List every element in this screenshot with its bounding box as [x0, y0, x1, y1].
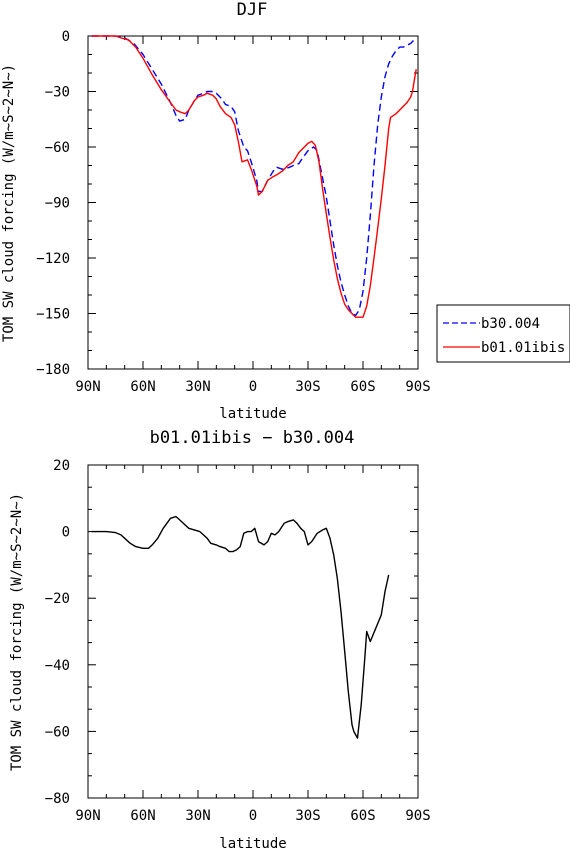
x-tick-label: 90S	[405, 379, 430, 395]
legend-label-b01-01ibis: b01.01ibis	[481, 340, 565, 356]
series-line-difference	[91, 515, 390, 739]
x-tick-label: 30N	[185, 808, 210, 824]
x-tick-label: 90S	[405, 808, 430, 824]
series-lines-bottom	[91, 515, 390, 739]
y-tick-label: −80	[45, 791, 70, 807]
y-tick-label: 0	[62, 525, 70, 541]
y-tick-label: −40	[45, 658, 70, 674]
chart-difference: b01.01ibis − b30.004 90N 60N 30N 0 30S 60S 90S…	[9, 428, 431, 851]
x-axis-label-top: latitude	[219, 406, 286, 422]
y-tick-label: −20	[45, 591, 70, 607]
y-tick-label: 0	[62, 29, 70, 45]
x-tick-label: 30S	[295, 808, 320, 824]
y-tick-label: −30	[45, 85, 70, 101]
y-tick-label: −90	[45, 196, 70, 212]
x-tick-label: 60N	[130, 379, 155, 395]
y-tick-label: −150	[36, 307, 70, 323]
series-line-b01-01ibis	[91, 35, 417, 318]
x-tick-label: 30N	[185, 379, 210, 395]
x-tick-label: 90N	[75, 379, 100, 395]
x-axis-label-bottom: latitude	[219, 836, 286, 851]
x-tick-label: 60S	[350, 808, 375, 824]
x-tick-label: 0	[249, 808, 257, 824]
y-tick-label: −60	[45, 724, 70, 740]
y-tick-label: −180	[36, 362, 70, 378]
x-tick-label: 0	[249, 379, 257, 395]
legend: b30.004 b01.01ibis	[436, 304, 570, 363]
y-axis-label-top: TOM SW cloud forcing (W/m~S~2~N~)	[1, 64, 17, 342]
plot-frame-bottom	[87, 464, 419, 799]
y-tick-label: 20	[53, 458, 70, 474]
chart-djf: DJF 90N 60N 30N 0 30S 60S 90S 0 −30 −60 −90 −120 −15…	[1, 0, 570, 422]
axis-ticks-top: 90N 60N 30N 0 30S 60S 90S 0 −30 −60 −90 −120 −150 −18…	[36, 29, 430, 395]
x-tick-label: 90N	[75, 808, 100, 824]
legend-label-b30-004: b30.004	[481, 316, 540, 332]
axis-ticks-bottom: 90N 60N 30N 0 30S 60S 90S 20 0 −20 −40 −60 −80	[45, 458, 431, 824]
legend-box	[436, 304, 570, 363]
y-tick-label: −120	[36, 251, 70, 267]
y-axis-label-bottom: TOM SW cloud forcing (W/m~S~2~N~)	[9, 493, 25, 771]
y-tick-label: −60	[45, 140, 70, 156]
plot-frame-top	[87, 35, 419, 370]
x-tick-label: 60S	[350, 379, 375, 395]
series-lines-top	[91, 35, 417, 318]
x-tick-label: 60N	[130, 808, 155, 824]
chart-title-difference: b01.01ibis − b30.004	[150, 428, 355, 448]
x-tick-label: 30S	[295, 379, 320, 395]
chart-title-djf: DJF	[237, 0, 268, 20]
